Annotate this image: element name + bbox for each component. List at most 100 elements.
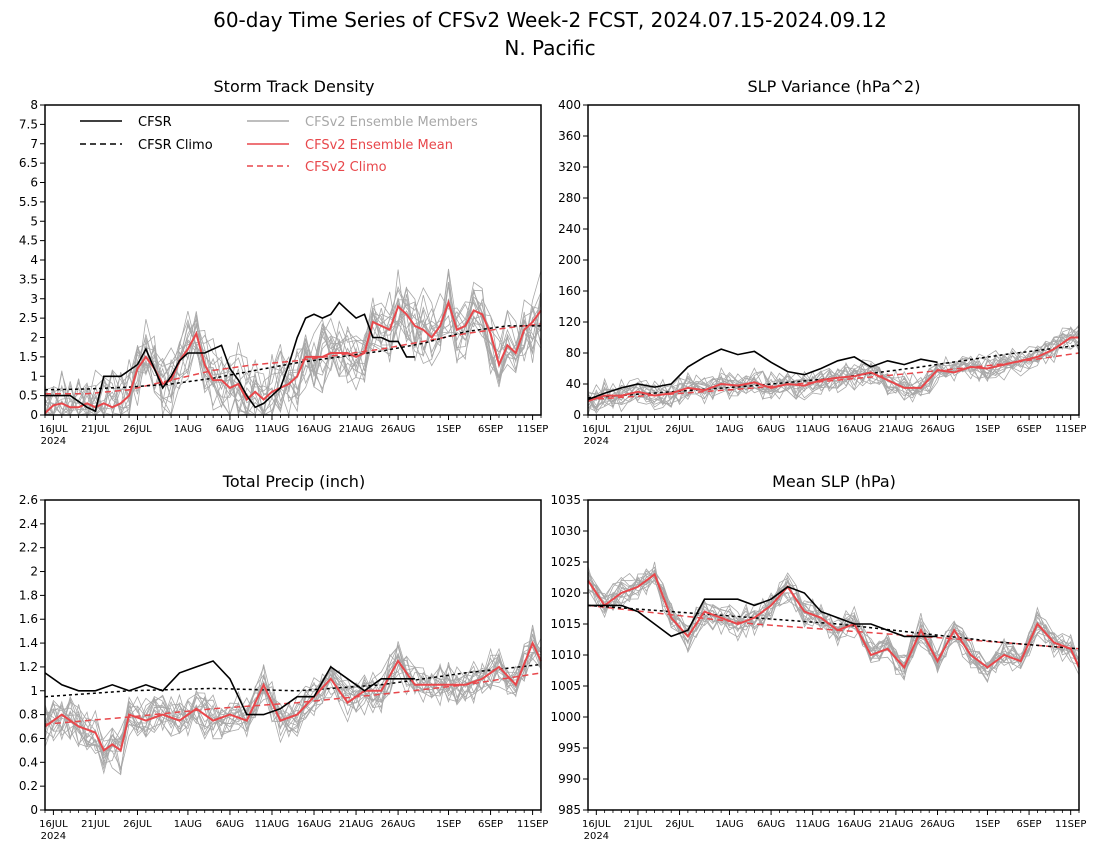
y-tick-label-slpvar: 320: [558, 160, 581, 174]
y-tick-label-storm: 3.5: [19, 272, 38, 286]
y-tick-label-meanslp: 990: [558, 772, 581, 786]
y-tick-label-precip: 0.6: [19, 731, 38, 745]
y-tick-label-storm: 6: [30, 176, 38, 190]
series-member-precip-7: [44, 652, 542, 752]
x-tick-label-slpvar: 11AUG: [795, 424, 830, 435]
series-ensemble-mean-meanslp: [587, 572, 1080, 670]
y-tick-label-precip: 1.8: [19, 588, 38, 602]
x-tick-label-precip: 6SEP: [478, 819, 503, 830]
legend-label-mean: CFSv2 Ensemble Mean: [305, 138, 453, 153]
y-tick-label-storm: 3: [30, 292, 38, 306]
x-tick-label-meanslp: 1SEP: [975, 819, 1000, 830]
y-tick-label-meanslp: 985: [558, 803, 581, 817]
series-member-storm-16: [44, 292, 542, 416]
title-slpvar: SLP Variance (hPa^2): [748, 77, 921, 96]
x-tick-label-meanslp: 21AUG: [879, 819, 914, 830]
x-year-label-precip: 2024: [41, 831, 66, 842]
x-tick-label-meanslp: 6SEP: [1017, 819, 1042, 830]
y-tick-label-storm: 4: [30, 253, 38, 267]
y-tick-label-meanslp: 1025: [550, 555, 581, 569]
y-tick-label-storm: 5.5: [19, 195, 38, 209]
x-tick-label-storm: 16AUG: [297, 424, 332, 435]
series-member-slpvar-12: [587, 329, 1080, 406]
y-tick-label-storm: 8: [30, 98, 38, 112]
series-member-storm-7: [44, 270, 542, 417]
x-tick-label-precip: 26JUL: [123, 819, 152, 830]
x-year-label-storm: 2024: [41, 436, 66, 447]
series-member-precip-9: [44, 645, 542, 770]
y-tick-label-meanslp: 1010: [550, 648, 581, 662]
y-tick-label-slpvar: 40: [566, 377, 581, 391]
legend-label-members: CFSv2 Ensemble Members: [305, 115, 478, 130]
series-member-slpvar-16: [587, 340, 1080, 408]
legend: CFSR CFSR Climo CFSv2 Ensemble Members C…: [80, 115, 478, 175]
figure-subtitle: N. Pacific: [504, 36, 595, 60]
figure-title: 60-day Time Series of CFSv2 Week-2 FCST,…: [213, 8, 887, 32]
x-tick-label-meanslp: 21JUL: [624, 819, 653, 830]
panel-meanslp: 985 990 995 1000 1005 1010 1015 1020 1025 1030 103…: [550, 493, 1086, 842]
y-tick-label-storm: 4.5: [19, 234, 38, 248]
x-tick-label-slpvar: 1AUG: [715, 424, 743, 435]
title-precip: Total Precip (inch): [222, 472, 365, 491]
series-member-storm-3: [44, 301, 542, 417]
series-member-slpvar-13: [587, 335, 1080, 408]
y-tick-label-slpvar: 120: [558, 315, 581, 329]
x-tick-label-slpvar: 26JUL: [665, 424, 694, 435]
x-tick-label-precip: 21AUG: [339, 819, 374, 830]
series-member-precip-15: [44, 652, 542, 760]
y-tick-label-storm: 6.5: [19, 156, 38, 170]
series-member-meanslp-16: [587, 571, 1080, 672]
x-tick-label-precip: 11AUG: [255, 819, 290, 830]
series-member-meanslp-10: [587, 561, 1080, 670]
y-tick-label-meanslp: 1020: [550, 586, 581, 600]
x-tick-label-precip: 6AUG: [216, 819, 244, 830]
series-ensemble-mean-storm: [44, 299, 542, 414]
y-tick-label-precip: 2.4: [19, 517, 38, 531]
series-member-precip-4: [44, 633, 542, 775]
x-year-label-slpvar: 2024: [584, 436, 609, 447]
y-tick-label-precip: 2.2: [19, 541, 38, 555]
y-tick-label-meanslp: 995: [558, 741, 581, 755]
y-tick-label-meanslp: 1000: [550, 710, 581, 724]
y-tick-label-precip: 1.6: [19, 612, 38, 626]
x-tick-label-storm: 1SEP: [436, 424, 461, 435]
y-tick-label-meanslp: 1015: [550, 617, 581, 631]
series-ensemble-mean-precip: [44, 640, 542, 753]
x-tick-label-slpvar: 21AUG: [879, 424, 914, 435]
x-tick-label-slpvar: 6AUG: [757, 424, 785, 435]
x-tick-label-meanslp: 1AUG: [715, 819, 743, 830]
x-tick-label-storm: 6SEP: [478, 424, 503, 435]
y-tick-label-storm: 0: [30, 408, 38, 422]
series-member-meanslp-15: [587, 572, 1080, 684]
y-tick-label-storm: 7.5: [19, 117, 38, 131]
y-tick-label-meanslp: 1030: [550, 524, 581, 538]
y-tick-label-storm: 7: [30, 137, 38, 151]
x-tick-label-meanslp: 26AUG: [920, 819, 955, 830]
x-tick-label-storm: 26JUL: [123, 424, 152, 435]
panel-storm: 0 0.5 1 1.5 2 2.5 3 3.5 4 4.5 5 5.5 6 6.5 7 7.5 8 16JUL 21…: [19, 98, 548, 447]
x-tick-label-slpvar: 26AUG: [920, 424, 955, 435]
series-member-storm-13: [44, 286, 542, 417]
y-tick-label-meanslp: 1005: [550, 679, 581, 693]
x-tick-label-precip: 26AUG: [381, 819, 416, 830]
y-tick-label-precip: 0: [30, 803, 38, 817]
x-tick-label-storm: 26AUG: [381, 424, 416, 435]
y-tick-label-precip: 0.8: [19, 708, 38, 722]
panel-precip: 0 0.2 0.4 0.6 0.8 1 1.2 1.4 1.6 1.8 2 2.2 2.4 2.6 16JU…: [19, 493, 548, 842]
y-tick-label-slpvar: 280: [558, 191, 581, 205]
y-tick-label-slpvar: 80: [566, 346, 581, 360]
x-tick-label-storm: 1AUG: [174, 424, 202, 435]
y-tick-label-precip: 2: [30, 565, 38, 579]
series-cfsr-precip: [44, 660, 415, 716]
y-tick-label-precip: 1.2: [19, 660, 38, 674]
x-tick-label-slpvar: 21JUL: [624, 424, 653, 435]
y-tick-label-storm: 2: [30, 331, 38, 345]
y-tick-label-slpvar: 0: [573, 408, 581, 422]
x-tick-label-storm: 16JUL: [39, 424, 68, 435]
x-tick-label-slpvar: 1SEP: [975, 424, 1000, 435]
x-tick-label-storm: 21JUL: [81, 424, 110, 435]
x-tick-label-precip: 16AUG: [297, 819, 332, 830]
x-tick-label-precip: 1SEP: [436, 819, 461, 830]
series-member-storm-4: [44, 307, 542, 416]
